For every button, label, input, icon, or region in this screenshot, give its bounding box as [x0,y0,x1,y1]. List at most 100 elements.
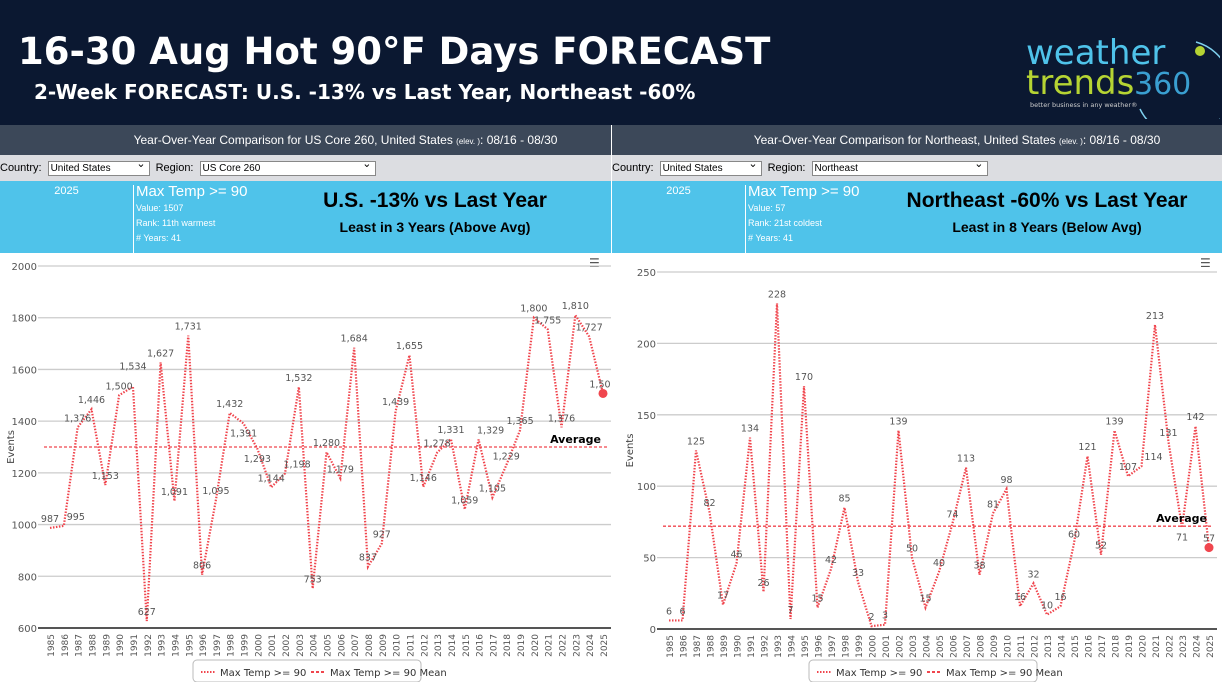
metric-name: Max Temp >= 90 [136,183,248,200]
line-chart: 600 800 1000 1200 1400 1600 1800 2000 Events 1985… [6,262,611,682]
summary-banner: 2025 Max Temp >= 90 Value: 1507 Rank: 11… [0,181,611,257]
x-tick-label: 2002 [896,635,906,658]
x-tick-label: 1997 [828,635,838,658]
data-label: 26 [757,578,769,589]
x-tick-label: 1995 [185,634,195,657]
data-label: 113 [957,454,975,465]
average-annotation: Average [1156,512,1207,525]
data-label: 1,331 [437,425,464,436]
x-tick-label: 1985 [666,635,676,658]
data-label: 1,091 [161,487,188,498]
current-year-marker [598,388,608,398]
country-select[interactable]: United States [47,158,150,176]
x-tick-label: 2004 [923,635,933,658]
data-label: 1,198 [283,459,310,470]
data-label: 139 [889,417,907,428]
x-tick-label: 1996 [815,635,825,658]
data-label: 121 [1078,442,1096,453]
data-label: 987 [41,514,59,525]
y-tick-label: 150 [637,411,656,422]
data-label: 1,293 [244,454,271,465]
x-tick-label: 2019 [517,634,527,657]
data-label: 1,280 [313,438,340,449]
legend-item[interactable]: Max Temp >= 90 [836,668,922,679]
data-label: 1,684 [341,334,368,345]
x-tick-label: 2014 [448,634,458,657]
data-label: 1,105 [479,483,506,494]
date-range: : 08/16 - 08/30 [1082,133,1161,147]
x-tick-label: 1999 [241,634,251,657]
region-select[interactable]: Northeast [811,158,988,176]
legend-item[interactable]: Max Temp >= 90 Mean [330,668,447,679]
x-tick-label: 2009 [379,634,389,657]
legend-item[interactable]: Max Temp >= 90 [220,668,306,679]
logo-word-trends: trends [1026,63,1134,103]
chart-menu-icon[interactable]: ☰ [589,256,600,270]
x-tick-label: 1989 [102,634,112,657]
data-label: 71 [1176,533,1188,544]
x-tick-label: 2005 [324,634,334,657]
filter-row: Country: United States Region: Northeast [612,155,1222,181]
panel-title-bar: Year-Over-Year Comparison for US Core 26… [0,125,611,155]
x-tick-label: 1998 [227,634,237,657]
x-tick-label: 2010 [1004,635,1014,658]
x-tick-label: 1987 [693,635,703,658]
data-label: 1,365 [506,416,533,427]
data-label: 837 [359,553,377,564]
data-label: 52 [1095,541,1107,552]
x-tick-label: 1991 [747,635,757,658]
data-label: 38 [973,561,985,572]
y-tick-label: 600 [18,624,37,635]
data-label: 1,146 [410,473,437,484]
data-label: 60 [1068,529,1080,540]
x-tick-label: 2017 [1098,635,1108,658]
x-tick-label: 2013 [1044,635,1054,658]
x-tick-label: 1991 [130,634,140,657]
x-tick-label: 2023 [1179,635,1189,658]
x-tick-label: 2008 [977,635,987,658]
x-tick-label: 2007 [351,634,361,657]
x-tick-label: 2001 [268,634,278,657]
year-label: 2025 [0,185,134,257]
x-tick-label: 2002 [282,634,292,657]
data-label: 134 [741,424,759,435]
y-tick-label: 1600 [12,365,37,376]
x-tick-label: 1999 [855,635,865,658]
data-label: 33 [852,568,864,579]
x-tick-label: 1993 [774,635,784,658]
y-tick-label: 200 [637,339,656,350]
data-label: 139 [1105,417,1123,428]
data-label: 17 [717,591,729,602]
data-label: 57 [1203,534,1215,545]
chart-menu-icon[interactable]: ☰ [1200,256,1211,270]
data-label: 1,800 [520,304,547,315]
x-tick-label: 2005 [936,635,946,658]
data-label: 213 [1146,311,1164,322]
data-label: 170 [795,372,813,383]
data-label: 6 [666,606,672,617]
region-select[interactable]: US Core 260 [199,158,376,176]
x-tick-label: 1995 [801,635,811,658]
x-tick-label: 2013 [434,634,444,657]
x-tick-label: 2009 [990,635,1000,658]
data-label: 927 [373,529,391,540]
panel-title: Year-Over-Year Comparison for Northeast,… [753,133,1059,147]
x-tick-label: 2011 [406,634,416,657]
series-line [49,311,605,622]
data-label: 627 [138,607,156,618]
data-label: 1,376 [64,413,91,424]
legend-item[interactable]: Max Temp >= 90 Mean [946,668,1063,679]
x-tick-label: 2010 [393,634,403,657]
data-label: 1,432 [216,399,243,410]
data-label: 46 [730,549,742,560]
x-tick-label: 1988 [88,634,98,657]
year-label: 2025 [612,185,746,257]
date-range: : 08/16 - 08/30 [480,133,558,147]
page-subtitle: 2-Week FORECAST: U.S. -13% vs Last Year,… [34,80,696,104]
data-label: 15 [919,594,931,605]
data-label: 142 [1186,412,1204,423]
data-label: 1,229 [493,451,520,462]
country-select[interactable]: United States [659,158,762,176]
metric-years: # Years: 41 [748,233,794,243]
